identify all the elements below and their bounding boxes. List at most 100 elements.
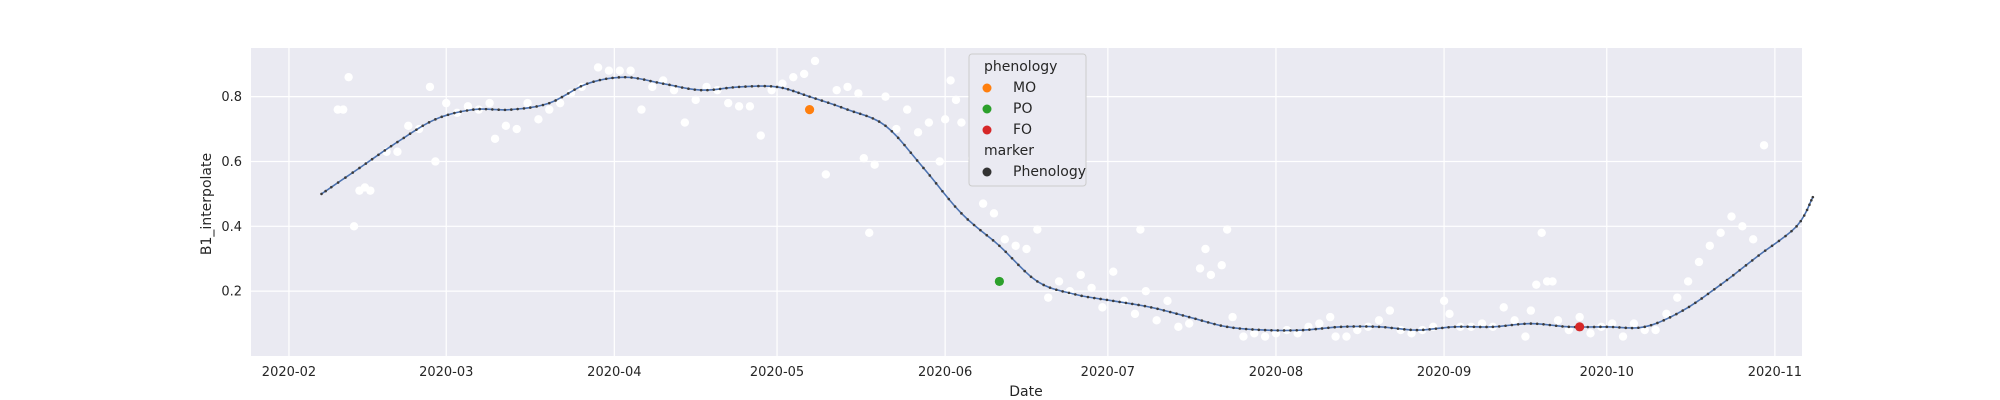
curve-marker: [1681, 309, 1684, 312]
observation-point: [425, 82, 435, 92]
y-axis-title: B1_interpolate: [199, 153, 215, 255]
observation-point: [843, 82, 852, 92]
curve-marker: [1213, 322, 1216, 326]
curve-marker: [1365, 325, 1368, 328]
curve-marker: [1700, 297, 1703, 300]
observation-point: [1510, 316, 1519, 325]
observation-point: [1564, 325, 1574, 335]
curve-marker: [1725, 278, 1729, 282]
curve-marker: [528, 106, 532, 109]
curve-marker: [1713, 287, 1716, 291]
curve-marker: [1403, 328, 1406, 331]
curve-marker: [1371, 325, 1374, 328]
observation-point: [957, 118, 966, 127]
curve-marker: [763, 84, 767, 88]
observation-point: [1141, 286, 1151, 296]
curve-marker: [535, 105, 538, 108]
curve-marker: [1358, 325, 1362, 328]
curve-marker: [1143, 304, 1147, 308]
observation-point: [1586, 329, 1595, 338]
curve-marker: [1086, 295, 1090, 299]
observation-point: [1526, 306, 1536, 315]
curve-marker: [541, 103, 545, 107]
observation-point: [789, 72, 798, 82]
curve-marker: [497, 108, 500, 112]
observation-point: [940, 115, 950, 124]
curve-marker: [1643, 325, 1647, 329]
curve-marker: [687, 87, 690, 91]
curve-marker: [1497, 325, 1501, 328]
observation-point: [404, 121, 413, 131]
observation-point: [1195, 264, 1205, 273]
curve-marker: [941, 189, 944, 193]
observation-point: [1293, 329, 1302, 338]
curve-marker: [1137, 303, 1140, 307]
curve-marker: [320, 192, 323, 196]
observation-point: [913, 128, 923, 137]
curve-marker: [383, 149, 387, 152]
legend-phenology-label: Phenology: [1013, 164, 1086, 180]
curve-marker: [446, 113, 450, 117]
curve-marker: [579, 85, 583, 88]
y-tick-label: 0.6: [221, 155, 242, 170]
curve-marker: [1750, 259, 1754, 262]
observation-point: [1374, 316, 1384, 325]
curve-marker: [465, 109, 469, 112]
observation-point: [799, 69, 809, 79]
observation-point: [702, 82, 711, 92]
curve-marker: [769, 85, 773, 88]
curve-marker: [1668, 316, 1672, 319]
curve-marker: [865, 114, 868, 118]
curve-marker: [1618, 326, 1621, 329]
curve-marker: [1687, 305, 1691, 309]
curve-marker: [852, 110, 856, 114]
observation-point: [534, 115, 543, 124]
curve-marker: [1485, 325, 1488, 329]
curve-marker: [706, 88, 709, 92]
curve-marker: [1624, 326, 1628, 330]
observation-point: [745, 102, 755, 111]
observation-point: [734, 102, 744, 111]
curve-marker: [1327, 326, 1330, 330]
curve-marker: [434, 118, 437, 121]
y-tick-label: 0.2: [221, 285, 242, 300]
legend-po-marker: [982, 104, 992, 114]
curve-marker: [1744, 264, 1748, 267]
curve-marker: [871, 117, 875, 120]
curve-marker: [693, 88, 697, 91]
curve-marker: [1067, 291, 1071, 295]
curve-marker: [1074, 293, 1077, 296]
x-tick-label: 2020-04: [587, 365, 641, 380]
observation-point: [1217, 261, 1226, 270]
curve-marker: [1453, 325, 1457, 329]
curve-marker: [655, 81, 659, 84]
curve-marker: [1542, 322, 1545, 326]
observation-point: [1054, 277, 1064, 286]
curve-marker: [1238, 327, 1242, 330]
observation-point: [1738, 222, 1747, 231]
curve-marker: [877, 120, 881, 123]
curve-marker: [991, 239, 995, 242]
curve-marker: [1706, 292, 1710, 296]
observation-point: [946, 76, 955, 85]
curve-marker: [820, 99, 824, 102]
observation-point: [512, 124, 521, 134]
observation-point: [1673, 293, 1682, 302]
observation-point: [832, 85, 841, 95]
observation-point: [810, 56, 820, 66]
curve-marker: [364, 162, 368, 165]
curve-marker: [1415, 328, 1419, 332]
x-tick-label: 2020-10: [1580, 365, 1634, 380]
curve-marker: [617, 76, 621, 79]
curve-marker: [833, 103, 836, 107]
curve-marker: [1301, 328, 1305, 332]
observation-point: [1662, 309, 1671, 319]
observation-point: [669, 85, 679, 95]
curve-marker: [1808, 203, 1811, 207]
curve-marker: [1396, 327, 1400, 330]
curve-marker: [1421, 328, 1425, 332]
observation-point: [1201, 244, 1210, 254]
observation-point: [1174, 322, 1183, 332]
observation-point: [1716, 228, 1725, 237]
